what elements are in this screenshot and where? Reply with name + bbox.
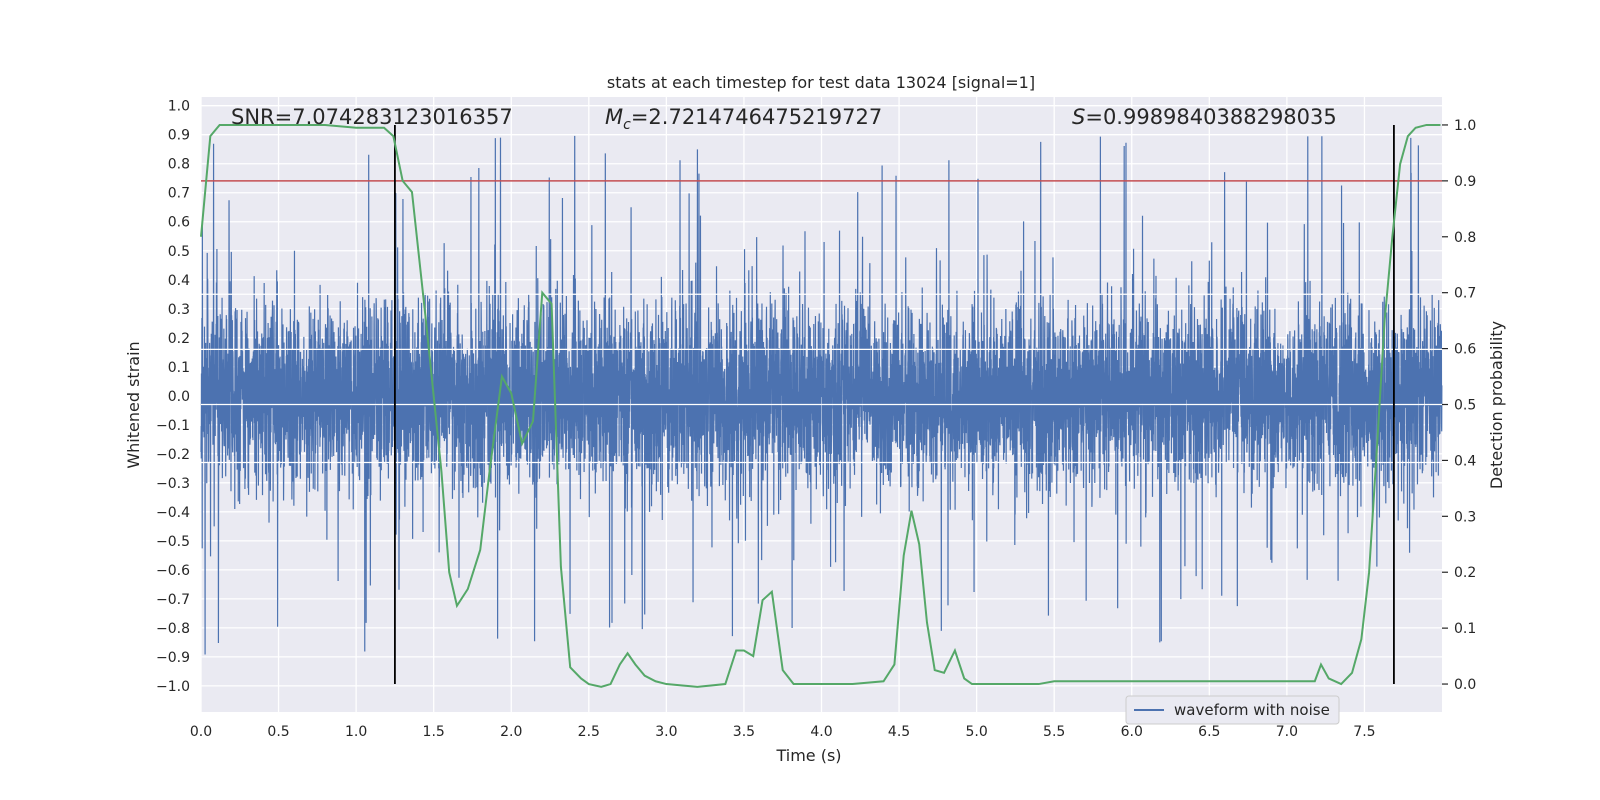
left-y-tick-label: −0.1 (156, 418, 190, 434)
left-y-tick-label: −0.9 (156, 650, 190, 666)
left-y-tick-label: 0.5 (168, 244, 190, 260)
left-y-tick-label: −0.2 (156, 447, 190, 463)
left-y-tick-label: 0.7 (168, 186, 190, 202)
x-tick-label: 7.5 (1353, 724, 1375, 740)
right-y-tick-label: 0.4 (1454, 453, 1476, 469)
legend-label-waveform: waveform with noise (1174, 701, 1330, 719)
right-y-tick-label: 0.7 (1454, 286, 1476, 302)
x-tick-label: 6.5 (1198, 724, 1220, 740)
right-y-tick-label: 0.1 (1454, 621, 1476, 637)
left-y-tick-label: −0.4 (156, 505, 190, 521)
waveform-with-noise-line (200, 135, 1443, 655)
score-symbol: S (1072, 105, 1085, 129)
right-y-tick-label: 0.8 (1454, 230, 1476, 246)
chart-title: stats at each timestep for test data 130… (607, 73, 1035, 92)
score-value: =0.9989840388298035 (1085, 105, 1336, 129)
right-y-tick-label: 0.3 (1454, 509, 1476, 525)
right-y-axis-ticks: 0.0 0.1 0.2 0.3 0.4 0.5 0.6 0.7 0.8 0.9 1.0 (1442, 118, 1476, 693)
x-tick-label: 3.5 (733, 724, 755, 740)
x-tick-label: 5.5 (1043, 724, 1065, 740)
left-y-tick-label: 0.9 (168, 128, 190, 144)
chirp-mass-symbol: M (605, 105, 623, 129)
x-axis-label: Time (s) (775, 746, 841, 765)
left-y-axis-label: Whitened strain (124, 341, 143, 468)
x-tick-label: 7.0 (1276, 724, 1298, 740)
detection-probability-series (200, 123, 1441, 688)
right-y-tick-label: 0.6 (1454, 342, 1476, 358)
left-y-tick-label: 0.6 (168, 215, 190, 231)
waveform-with-noise-series (200, 135, 1443, 655)
x-tick-label: 1.5 (423, 724, 445, 740)
snr-annotation: SNR=7.074283123016357 (231, 105, 513, 129)
x-tick-label: 4.0 (810, 724, 832, 740)
left-y-tick-label: 0.2 (168, 331, 190, 347)
chirp-mass-value: =2.7214746475219727 (631, 105, 882, 129)
x-tick-label: 1.0 (345, 724, 367, 740)
x-tick-label: 0.5 (267, 724, 289, 740)
chirp-mass-annotation: Mc=2.7214746475219727 (605, 105, 882, 133)
left-y-tick-label: 0.0 (168, 389, 190, 405)
left-y-tick-label: 0.1 (168, 360, 190, 376)
overlay-lines (201, 124, 1442, 685)
x-tick-label: 2.0 (500, 724, 522, 740)
left-y-tick-label: 0.4 (168, 273, 190, 289)
left-y-tick-label: 0.3 (168, 302, 190, 318)
x-tick-label: 0.0 (190, 724, 212, 740)
right-y-tick-label: 1.0 (1454, 118, 1476, 134)
left-y-axis-ticks: −1.0 −0.9 −0.8 −0.7 −0.6 −0.5 −0.4 −0.3 −0.2 −0.1… (156, 99, 190, 695)
left-y-tick-label: −0.8 (156, 621, 190, 637)
score-annotation: S=0.9989840388298035 (1072, 105, 1337, 129)
left-y-tick-label: −0.3 (156, 476, 190, 492)
x-tick-label: 3.0 (655, 724, 677, 740)
left-y-tick-label: −1.0 (156, 679, 190, 695)
left-y-tick-label: 1.0 (168, 99, 190, 115)
detection-probability-line (200, 123, 1441, 688)
x-tick-label: 5.0 (965, 724, 987, 740)
x-tick-label: 2.5 (578, 724, 600, 740)
right-y-axis-label: Detection probability (1487, 321, 1506, 489)
chirp-mass-subscript: c (623, 117, 631, 133)
right-y-tick-label: 0.2 (1454, 565, 1476, 581)
x-tick-label: 4.5 (888, 724, 910, 740)
left-y-tick-label: −0.5 (156, 534, 190, 550)
x-tick-label: 6.0 (1121, 724, 1143, 740)
x-axis-ticks: 0.0 0.5 1.0 1.5 2.0 2.5 3.0 3.5 4.0 4.5 5.0 5.5 6.0 6… (190, 724, 1376, 740)
legend-box (1125, 695, 1340, 725)
left-y-tick-label: 0.8 (168, 157, 190, 173)
right-y-tick-label: 0.9 (1454, 174, 1476, 190)
legend: waveform with noise (1125, 695, 1340, 725)
left-y-tick-label: −0.7 (156, 592, 190, 608)
right-y-tick-label: 0.0 (1454, 677, 1476, 693)
left-y-tick-label: −0.6 (156, 563, 190, 579)
right-y-tick-label: 0.5 (1454, 398, 1476, 414)
